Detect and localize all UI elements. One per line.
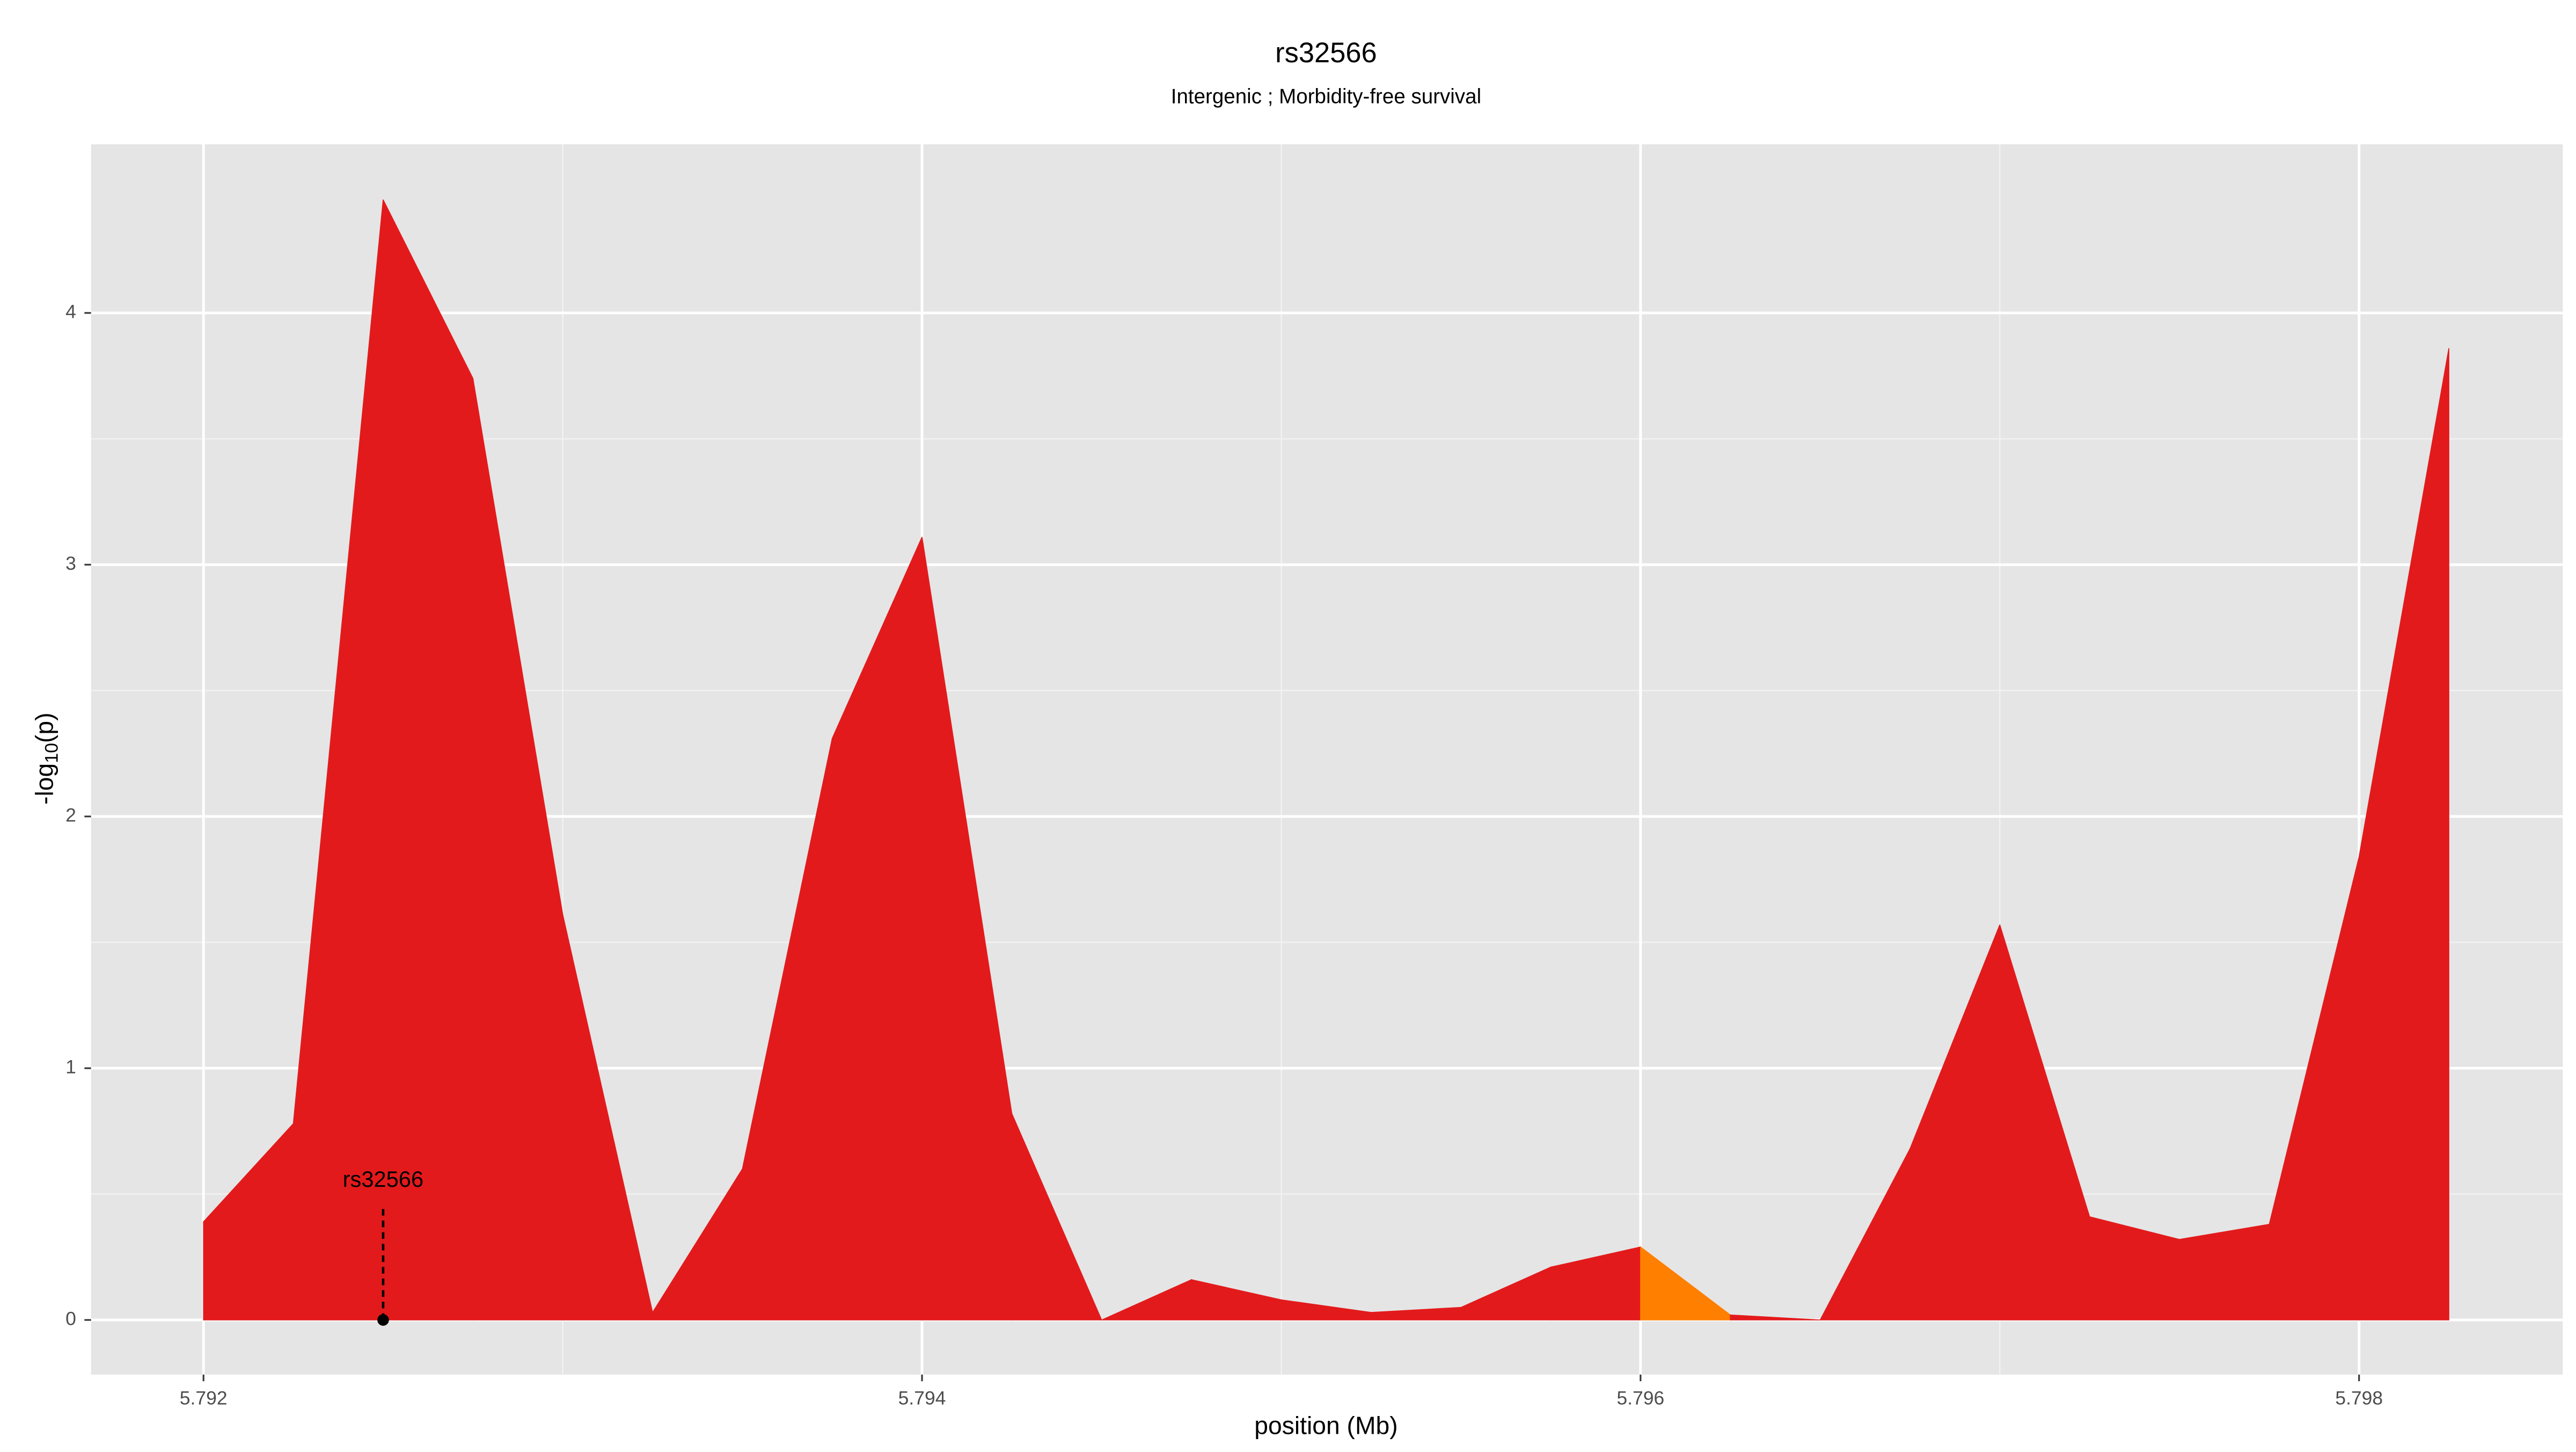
area-segment <box>383 199 474 1320</box>
area-segment <box>2179 1223 2270 1320</box>
y-tick-label: 0 <box>65 1308 76 1329</box>
chart-subtitle: Intergenic ; Morbidity-free survival <box>1171 85 1481 108</box>
y-axis-label: -log10(p) <box>31 713 62 805</box>
x-axis-label: position (Mb) <box>1254 1412 1397 1440</box>
y-tick-label: 1 <box>65 1056 76 1077</box>
area-segment <box>2358 348 2449 1320</box>
y-tick-label: 2 <box>65 804 76 826</box>
y-label-prefix: -log <box>31 763 58 805</box>
y-label-subscript: 10 <box>42 743 62 763</box>
annotation-label: rs32566 <box>343 1166 423 1192</box>
y-tick-label: 3 <box>65 552 76 574</box>
x-tick-label: 5.798 <box>2335 1387 2383 1409</box>
x-tick-label: 5.796 <box>1617 1387 1665 1409</box>
annotation-point <box>377 1314 389 1326</box>
area-segment <box>1011 1113 1102 1320</box>
x-tick-label: 5.794 <box>898 1387 946 1409</box>
chart-title: rs32566 <box>1275 38 1377 69</box>
y-tick-label: 4 <box>65 301 76 322</box>
marks: rs32566 <box>203 199 2449 1326</box>
axes: 5.792 5.794 5.796 5.798 0 1 2 3 4 <box>65 301 2383 1409</box>
y-label-suffix: (p) <box>31 713 58 743</box>
area-segment <box>1730 1314 1820 1320</box>
x-tick-label: 5.792 <box>180 1387 228 1409</box>
